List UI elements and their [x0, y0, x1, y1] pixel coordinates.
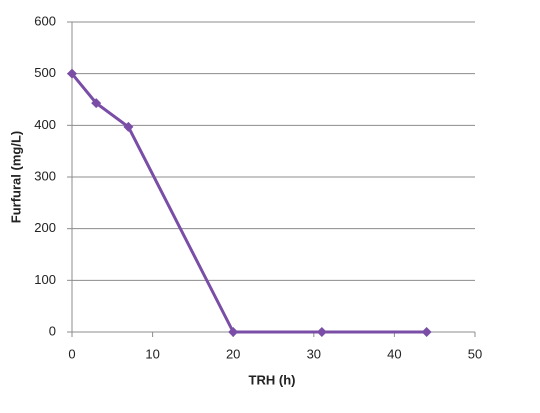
- data-point: [316, 327, 327, 337]
- data-point: [67, 68, 77, 79]
- y-axis-title: Furfural (mg/L): [8, 131, 23, 223]
- data-point: [421, 327, 432, 337]
- x-tick-label: 50: [468, 346, 482, 361]
- y-tick-label: 400: [34, 117, 56, 132]
- x-tick-label: 0: [68, 346, 75, 361]
- data-point: [91, 98, 102, 109]
- x-tick-label: 30: [307, 346, 321, 361]
- data-point: [228, 327, 239, 337]
- y-tick-label: 0: [49, 323, 56, 338]
- x-tick-label: 10: [145, 346, 159, 361]
- x-tick-label: 20: [226, 346, 240, 361]
- y-tick-label: 500: [34, 65, 56, 80]
- y-tick-label: 100: [34, 272, 56, 287]
- x-axis-title: TRH (h): [249, 372, 296, 387]
- x-tick-label: 40: [387, 346, 401, 361]
- y-tick-label: 300: [34, 168, 56, 183]
- y-tick-label: 200: [34, 220, 56, 235]
- data-line: [70, 72, 427, 334]
- data-point: [123, 121, 134, 132]
- y-tick-label: 600: [34, 13, 56, 28]
